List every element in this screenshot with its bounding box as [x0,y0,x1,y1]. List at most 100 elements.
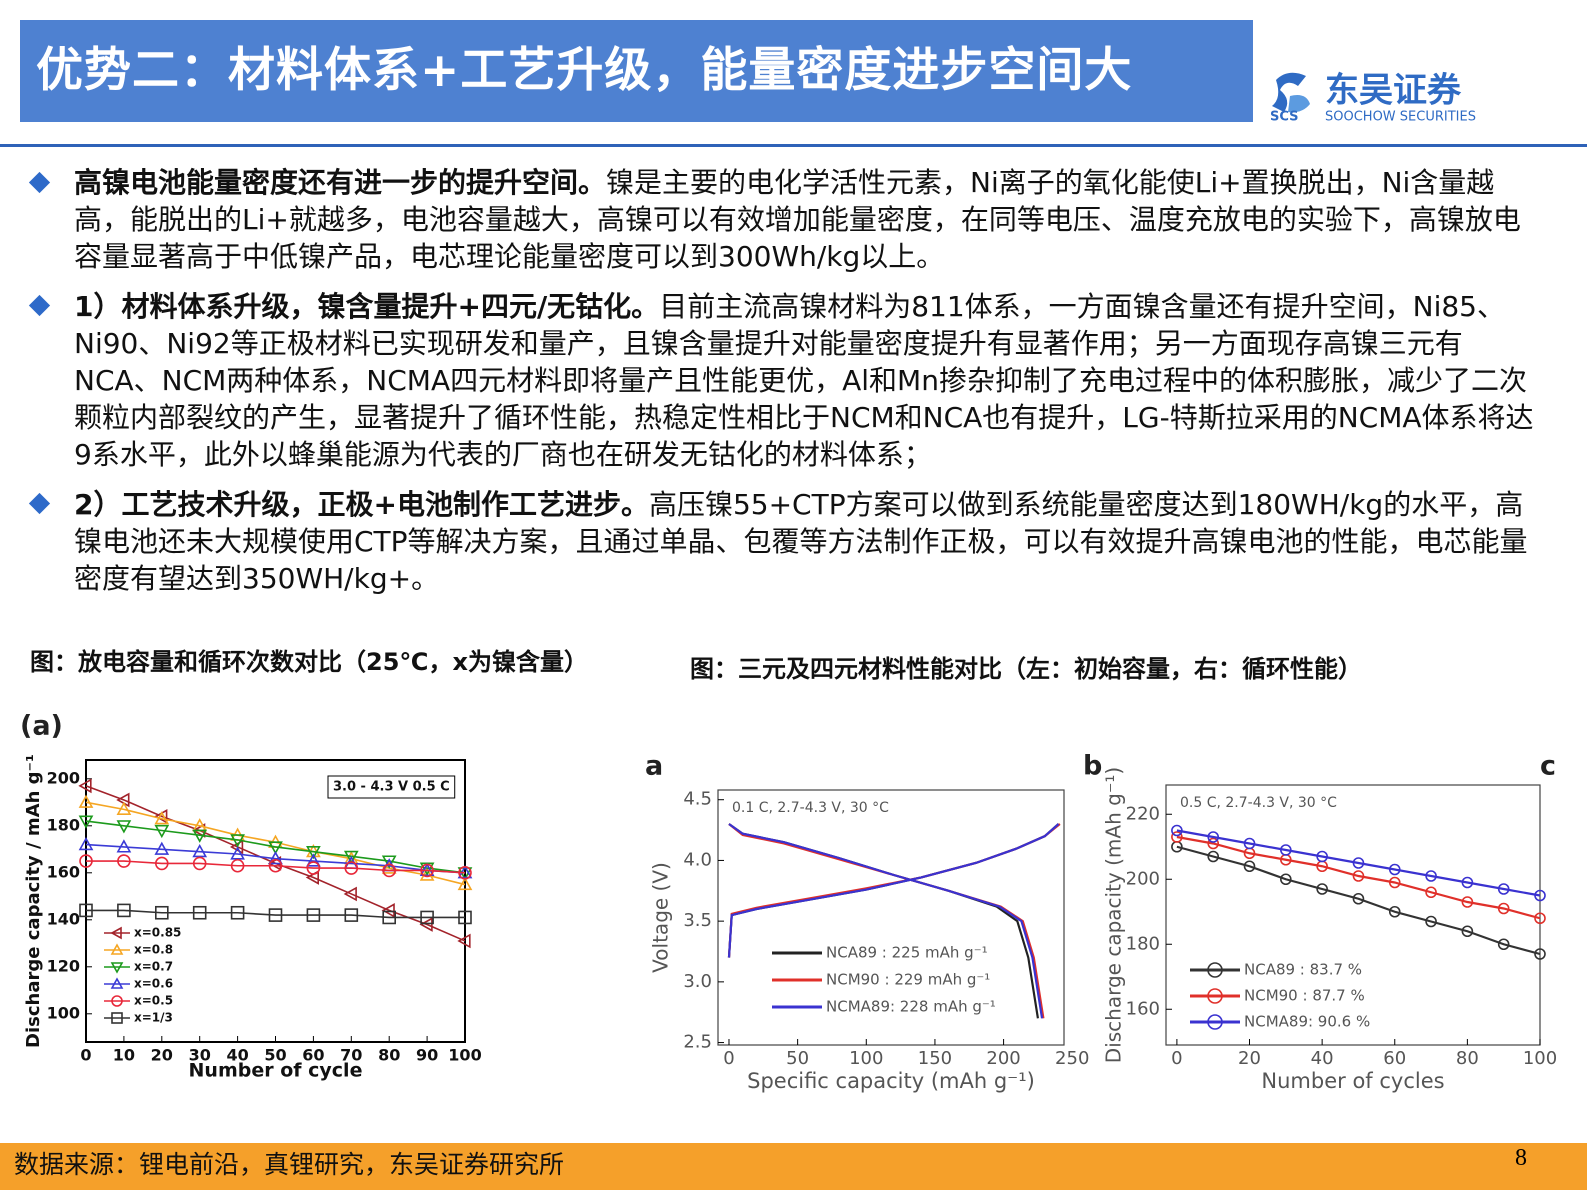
marker [1461,876,1474,889]
marker [79,854,93,868]
marker [1497,902,1510,915]
marker [1243,860,1256,873]
marker [1171,824,1183,837]
x-tick-label: 200 [986,1048,1020,1069]
marker [1207,962,1223,978]
x-tick-label: 90 [416,1046,438,1065]
footer-bar [0,1143,1587,1190]
marker [230,905,245,920]
y-tick-label: 220 [1126,803,1160,824]
marker [1316,850,1328,863]
y-tick-label: 140 [47,909,80,928]
marker [306,853,321,867]
x-tick-label: 0 [80,1046,91,1065]
y-tick-label: 160 [1126,998,1160,1019]
marker [230,834,245,848]
marker [111,1012,123,1024]
x-tick-label: 60 [1383,1048,1406,1069]
x-tick-label: 150 [918,1048,952,1069]
logo-icon [1272,72,1306,112]
x-tick-label: 20 [1238,1048,1261,1069]
series-line [85,820,466,874]
marker [154,824,170,839]
annotation: 0.1 C, 2.7-4.3 V, 30 °C [732,800,889,816]
bullet-text: 目前主流高镍材料为811体系，一方面镍含量还有提升空间，Ni85、Ni90、Ni… [74,290,1534,471]
y-tick-label: 200 [1126,868,1160,889]
marker [1534,948,1546,960]
marker [1280,844,1292,856]
marker [268,908,283,922]
x-tick-label: 80 [1456,1048,1479,1069]
marker [230,858,245,873]
legend-label: x=0.6 [134,977,173,991]
marker [117,854,131,868]
legend-label: x=0.85 [134,926,181,940]
plot-frame [717,789,1065,1046]
marker [111,995,123,1007]
figure-caption: 图：放电容量和循环次数对比（25℃，x为镍含量） [30,648,588,676]
marker [117,903,131,918]
marker [116,839,132,853]
marker [78,794,94,808]
marker [110,962,124,974]
marker [79,903,93,918]
x-tick-label: 50 [264,1046,286,1065]
y-tick-label: 2.5 [683,1032,712,1053]
marker [1207,850,1220,863]
y-tick-label: 4.5 [683,789,712,810]
marker [155,856,169,871]
marker [419,917,433,932]
bullet: 高镍电池能量密度还有进一步的提升空间。镍是主要的电化学活性元素，Ni离子的氧化能… [74,164,1540,275]
x-tick-label: 20 [151,1046,173,1065]
marker [192,905,207,920]
x-tick-label: 100 [448,1046,481,1065]
marker [1280,873,1292,886]
legend-label: x=1/3 [134,1011,173,1025]
marker [1352,892,1365,905]
marker [1207,831,1220,843]
marker [268,851,283,865]
marker [381,903,395,918]
marker [154,841,170,855]
slide-title: 优势二：材料体系+工艺升级，能量密度进步空间大 [20,20,1253,122]
x-axis-label: Number of cycle [189,1060,363,1082]
marker [382,863,397,878]
marker [306,861,321,875]
legend-label: x=0.5 [134,994,173,1008]
marker [1497,883,1510,895]
marker [268,841,283,855]
figure-caption: 图：三元及四元材料性能对比（左：初始容量，右：循环性能） [690,655,1362,683]
x-tick-label: 100 [849,1048,883,1069]
marker [78,778,92,794]
x-tick-label: 40 [226,1046,248,1065]
marker [110,926,122,940]
marker [1534,889,1546,902]
bullet-text: 镍是主要的电化学活性元素，Ni离子的氧化能使Li+置换脱出，Ni含量越高，能脱出… [74,166,1521,273]
marker [1534,912,1546,925]
marker [381,855,397,869]
bullet-lead: 高镍电池能量密度还有进一步的提升空间。 [74,166,607,199]
y-tick-label: 180 [1126,933,1160,954]
bullet: 2）工艺技术升级，正极+电池制作工艺进步。高压镍55+CTP方案可以做到系统能量… [74,486,1540,597]
marker [381,860,397,874]
marker [155,905,169,920]
marker [1388,876,1401,889]
annotation: 0.5 C, 2.7-4.3 V, 30 °C [1180,795,1337,811]
marker [343,886,357,902]
y-tick-label: 100 [47,1003,80,1022]
series-line [85,843,466,874]
panel-label: b [1083,751,1102,782]
marker [268,858,283,873]
marker [343,850,359,864]
x-tick-label: 0 [723,1048,734,1069]
y-tick-label: 120 [47,956,80,975]
y-axis-label: Discharge capacity (mAh g⁻¹) [1102,767,1126,1063]
marker [458,910,472,925]
legend-label: x=0.7 [134,960,173,974]
source-note: 数据来源：锂电前沿，真锂研究，东吴证券研究所 [14,1150,565,1179]
marker [110,977,124,989]
marker [1425,870,1437,882]
marker [78,836,94,851]
logo-cn: 东吴证券 [1325,71,1462,111]
legend-label: NCMA89: 90.6 % [1244,1013,1370,1031]
